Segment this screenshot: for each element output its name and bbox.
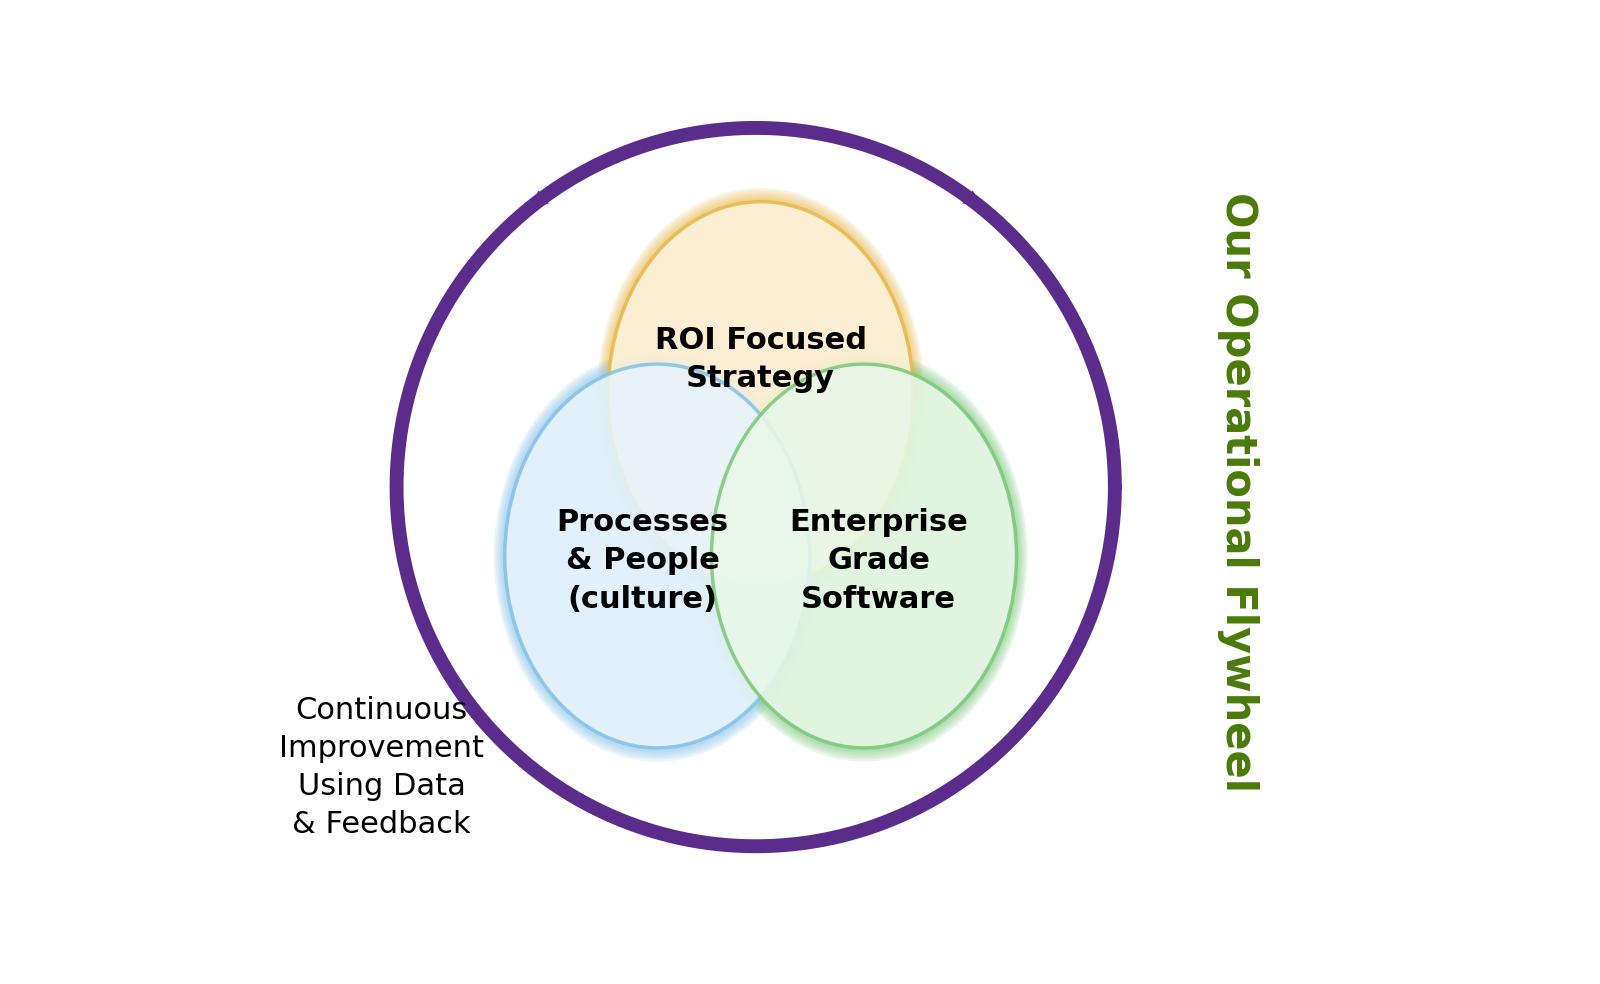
Ellipse shape xyxy=(606,200,915,587)
Ellipse shape xyxy=(712,364,1016,748)
Text: Enterprise
Grade
Software: Enterprise Grade Software xyxy=(789,508,968,614)
Ellipse shape xyxy=(597,188,925,599)
Ellipse shape xyxy=(605,197,917,590)
Ellipse shape xyxy=(704,355,1024,757)
Ellipse shape xyxy=(598,190,922,597)
Ellipse shape xyxy=(498,355,818,757)
Ellipse shape xyxy=(710,362,1018,750)
Ellipse shape xyxy=(499,357,816,755)
Text: Processes
& People
(culture): Processes & People (culture) xyxy=(557,508,728,614)
Ellipse shape xyxy=(706,357,1022,755)
Ellipse shape xyxy=(603,195,918,592)
Ellipse shape xyxy=(608,202,914,585)
Ellipse shape xyxy=(506,364,810,748)
Text: ROI Focused
Strategy: ROI Focused Strategy xyxy=(654,326,867,393)
Ellipse shape xyxy=(701,350,1027,762)
Ellipse shape xyxy=(496,352,819,760)
Ellipse shape xyxy=(501,359,813,753)
Ellipse shape xyxy=(600,193,920,594)
Ellipse shape xyxy=(494,350,821,762)
Ellipse shape xyxy=(502,362,811,750)
Ellipse shape xyxy=(707,359,1021,753)
Text: Continuous
Improvement
Using Data
& Feedback: Continuous Improvement Using Data & Feed… xyxy=(280,696,485,839)
Text: Our Operational Flywheel: Our Operational Flywheel xyxy=(1218,192,1259,792)
Ellipse shape xyxy=(702,352,1026,760)
